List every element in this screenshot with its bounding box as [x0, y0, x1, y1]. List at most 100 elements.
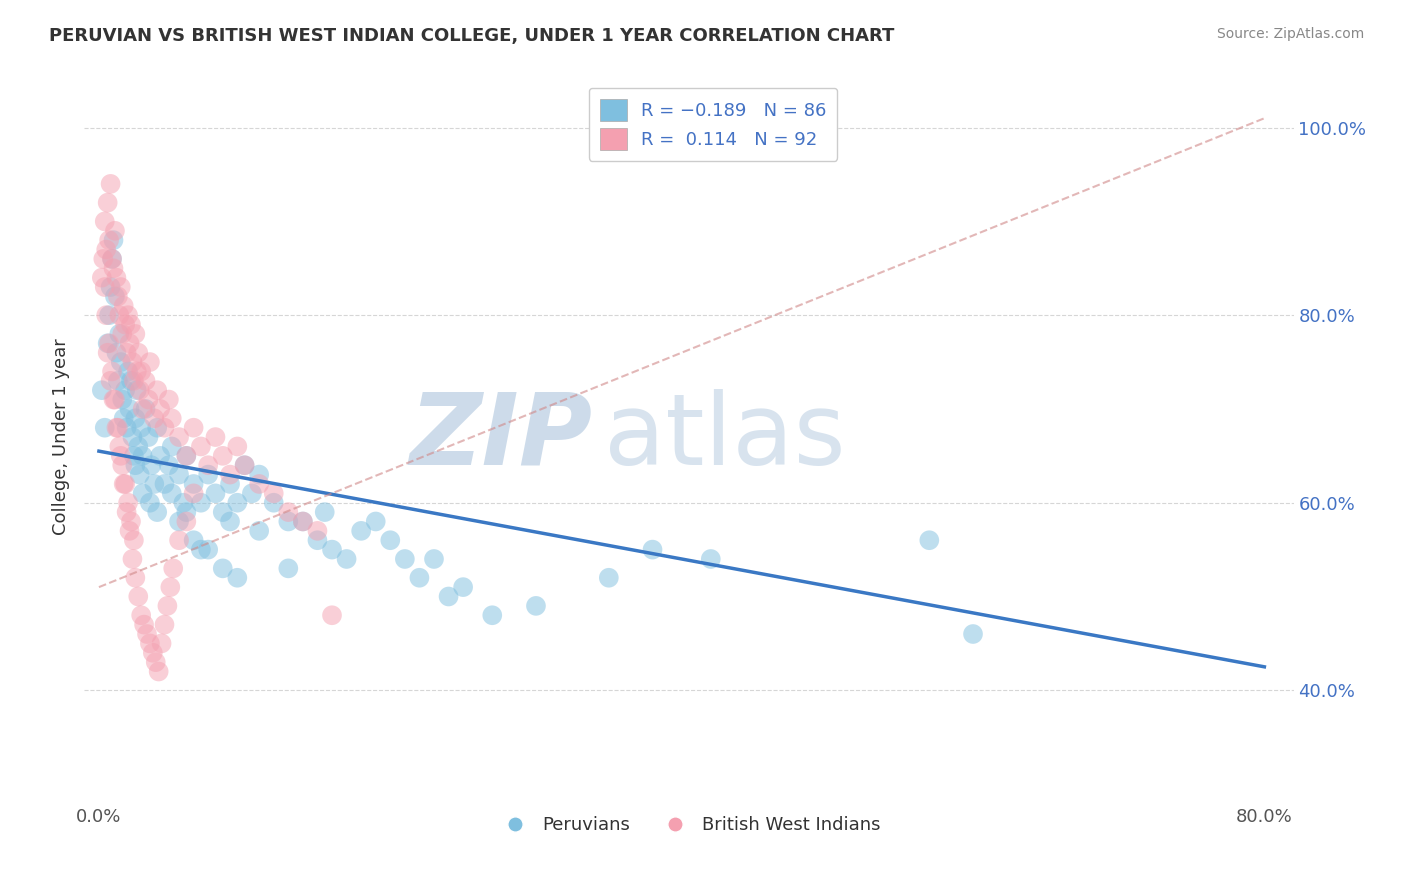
Point [138, 430, 160, 444]
Point [94, 420, 117, 434]
Point [132, 617, 155, 632]
Point [117, 496, 139, 510]
Point [918, 533, 941, 548]
Point [226, 496, 249, 510]
Point [157, 458, 180, 473]
Point [139, 355, 162, 369]
Point [153, 477, 176, 491]
Point [423, 552, 446, 566]
Point [127, 345, 149, 359]
Point [125, 364, 148, 378]
Point [380, 533, 402, 548]
Point [128, 467, 150, 482]
Point [321, 542, 343, 557]
Point [114, 383, 136, 397]
Point [219, 477, 242, 491]
Point [176, 449, 198, 463]
Point [150, 636, 173, 650]
Point [131, 449, 153, 463]
Point [149, 449, 172, 463]
Point [176, 449, 198, 463]
Point [110, 449, 132, 463]
Point [160, 486, 183, 500]
Point [277, 515, 299, 529]
Point [107, 374, 129, 388]
Point [162, 561, 184, 575]
Point [143, 477, 166, 491]
Point [118, 524, 141, 538]
Point [120, 374, 142, 388]
Point [111, 326, 134, 341]
Point [143, 411, 166, 425]
Point [204, 430, 226, 444]
Point [115, 420, 138, 434]
Point [127, 590, 149, 604]
Legend: Peruvians, British West Indians: Peruvians, British West Indians [489, 809, 889, 841]
Point [219, 467, 242, 482]
Point [108, 326, 131, 341]
Point [117, 308, 139, 322]
Point [107, 289, 129, 303]
Point [197, 458, 219, 473]
Point [101, 252, 124, 266]
Point [336, 552, 359, 566]
Point [641, 542, 664, 557]
Point [105, 345, 128, 359]
Point [131, 401, 153, 416]
Point [114, 477, 136, 491]
Point [120, 318, 142, 332]
Point [115, 345, 138, 359]
Point [190, 542, 212, 557]
Point [219, 515, 242, 529]
Point [124, 326, 146, 341]
Point [124, 571, 146, 585]
Point [524, 599, 547, 613]
Text: atlas: atlas [605, 389, 846, 485]
Point [146, 420, 169, 434]
Point [114, 318, 136, 332]
Point [157, 392, 180, 407]
Point [103, 233, 125, 247]
Point [153, 420, 176, 434]
Point [129, 608, 152, 623]
Point [121, 552, 143, 566]
Point [183, 486, 205, 500]
Point [107, 420, 129, 434]
Point [120, 515, 142, 529]
Point [197, 467, 219, 482]
Point [197, 542, 219, 557]
Point [156, 599, 179, 613]
Point [233, 458, 256, 473]
Point [247, 524, 270, 538]
Point [277, 505, 299, 519]
Point [190, 496, 212, 510]
Point [437, 590, 460, 604]
Point [124, 411, 146, 425]
Point [105, 270, 128, 285]
Point [176, 515, 198, 529]
Point [291, 515, 314, 529]
Point [211, 505, 233, 519]
Text: Source: ZipAtlas.com: Source: ZipAtlas.com [1216, 27, 1364, 41]
Point [135, 374, 157, 388]
Point [96, 243, 118, 257]
Point [98, 336, 121, 351]
Point [128, 383, 150, 397]
Point [111, 458, 134, 473]
Point [101, 364, 124, 378]
Point [139, 496, 162, 510]
Point [121, 355, 143, 369]
Point [117, 364, 139, 378]
Point [94, 214, 117, 228]
Point [91, 252, 114, 266]
Point [125, 383, 148, 397]
Point [183, 533, 205, 548]
Point [350, 524, 373, 538]
Point [204, 486, 226, 500]
Point [167, 467, 190, 482]
Point [145, 655, 167, 669]
Point [142, 646, 165, 660]
Point [136, 627, 159, 641]
Point [148, 665, 170, 679]
Point [263, 486, 285, 500]
